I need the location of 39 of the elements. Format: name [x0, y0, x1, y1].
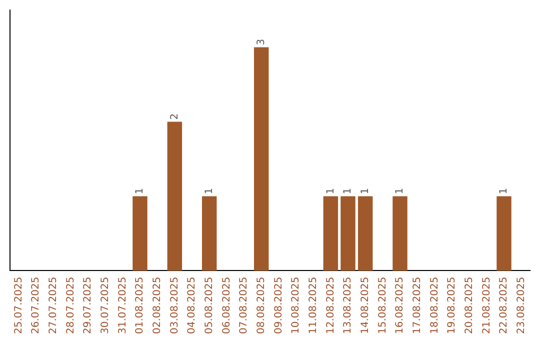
data-label: 1 — [204, 188, 215, 194]
x-tick-label: 17.08.2025 — [412, 276, 423, 334]
x-tick-label: 01.08.2025 — [134, 276, 146, 334]
x-tick-label: 03.08.2025 — [169, 276, 180, 334]
data-label: 1 — [498, 188, 510, 194]
x-tick-label: 26.07.2025 — [30, 276, 42, 334]
x-tick-label: 11.08.2025 — [308, 276, 319, 334]
x-tick-label: 05.08.2025 — [204, 276, 215, 334]
x-tick-label: 04.08.2025 — [186, 276, 198, 334]
x-tick-label: 16.08.2025 — [394, 276, 406, 334]
x-tick-label: 21.08.2025 — [481, 276, 492, 334]
x-tick-label: 13.08.2025 — [342, 276, 354, 334]
x-tick-label: 06.08.2025 — [221, 276, 232, 334]
x-tick-label: 08.08.2025 — [256, 276, 267, 334]
data-label: 1 — [325, 188, 336, 194]
x-tick-label: 14.08.2025 — [360, 276, 371, 334]
x-tick-label: 12.08.2025 — [325, 276, 336, 334]
x-tick-label: 28.07.2025 — [65, 276, 76, 334]
x-tick-label: 31.07.2025 — [117, 276, 128, 334]
x-tick-label: 27.07.2025 — [48, 276, 59, 334]
x-tick-label: 15.08.2025 — [377, 276, 388, 334]
x-tick-label: 09.08.2025 — [273, 276, 284, 334]
x-tick-label: 02.08.2025 — [152, 276, 163, 334]
data-label: 2 — [169, 113, 180, 120]
x-tick-label: 23.08.2025 — [516, 276, 527, 334]
x-tick-label: 30.07.2025 — [100, 276, 111, 334]
x-tick-label: 19.08.2025 — [446, 276, 458, 334]
data-label: 1 — [360, 188, 371, 194]
data-label: 1 — [394, 188, 406, 194]
x-tick-label: 07.08.2025 — [238, 276, 250, 334]
data-label: 1 — [342, 188, 354, 194]
data-label: 1 — [134, 188, 146, 194]
x-tick-label: 20.08.2025 — [464, 276, 475, 334]
x-tick-label: 29.07.2025 — [82, 276, 94, 334]
x-tick-label: 25.07.2025 — [13, 276, 24, 334]
x-tick-label: 18.08.2025 — [429, 276, 440, 334]
data-label: 3 — [256, 38, 267, 46]
x-tick-label: 22.08.2025 — [498, 276, 510, 334]
x-tick-label: 10.08.2025 — [290, 276, 302, 334]
